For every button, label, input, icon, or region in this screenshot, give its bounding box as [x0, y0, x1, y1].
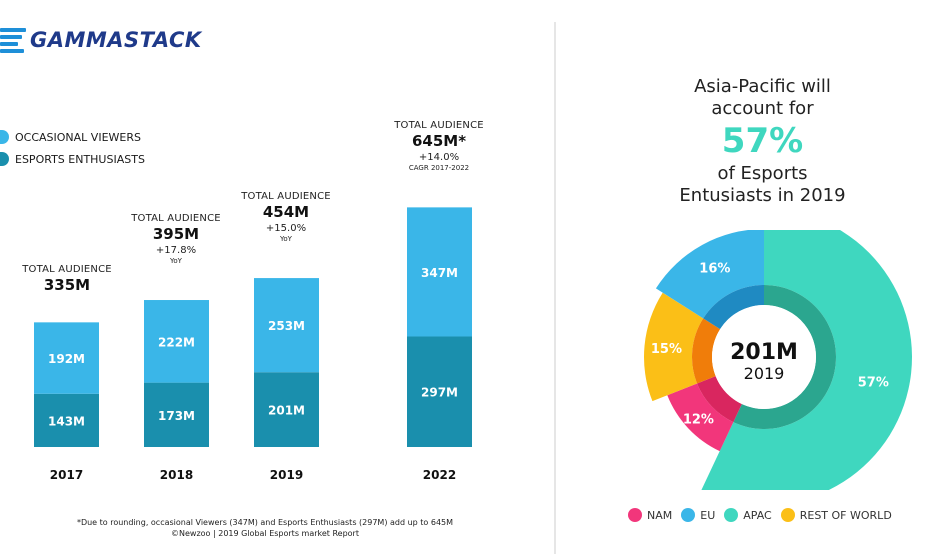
panel-divider: [554, 22, 556, 554]
legend-swatch-eu: [681, 508, 696, 522]
bar-value-label-enthusiasts-2017: 143M: [48, 414, 85, 428]
bar-value-label-occasional-2017: 192M: [48, 352, 85, 366]
donut-slice-label-apac: 57%: [858, 375, 889, 390]
legend-label-rest: REST OF WORLD: [799, 508, 892, 522]
legend-item-rest: REST OF WORLD: [780, 508, 892, 522]
annotation-growth: +14.0%: [418, 151, 460, 163]
legend-swatch-apac: [724, 508, 739, 522]
bar-segment-occasional-2019: [254, 278, 319, 373]
annotation-sub: YoY: [280, 235, 292, 244]
legend-label-enthusiasts: ESPORTS ENTHUSIASTS: [15, 152, 145, 166]
legend-label-occasional: OCCASIONAL VIEWERS: [15, 130, 141, 144]
bar-segment-enthusiasts-2018: [144, 382, 209, 447]
x-tick-label-2019: 2019: [270, 468, 303, 482]
bar-value-label-enthusiasts-2018: 173M: [158, 409, 195, 423]
legend-item-eu: EU: [681, 508, 715, 522]
donut-center-hole: [712, 305, 816, 409]
bar-value-label-enthusiasts-2019: 201M: [268, 404, 305, 418]
donut-inner-ring-rest-of-world: [692, 318, 721, 384]
donut-slice-label-eu: 16%: [699, 262, 730, 277]
bar-annotation-2018: TOTAL AUDIENCE 395M +17.8% YoY: [121, 213, 231, 265]
donut-center-label: 2019: [744, 364, 785, 383]
bar-segment-occasional-2017: [34, 322, 99, 394]
annotation-sub: YoY: [170, 257, 182, 266]
legend-item-apac: APAC: [724, 508, 772, 522]
footnote-line-2: ©Newzoo | 2019 Global Esports market Rep…: [171, 528, 359, 538]
donut-headline: Asia-Pacific will account for 57% of Esp…: [640, 76, 885, 207]
bar-chart-legend: OCCASIONAL VIEWERS ESPORTS ENTHUSIASTS: [0, 126, 145, 170]
legend-swatch-occasional: [0, 130, 9, 144]
annotation-total: 395M: [152, 224, 200, 243]
brand-name: GAMMASTACK: [30, 28, 202, 52]
annotation-growth: +17.8%: [155, 244, 197, 256]
annotation-total: 335M: [43, 275, 91, 294]
bar-annotation-2019: TOTAL AUDIENCE 454M +15.0% YoY: [231, 191, 341, 243]
donut-slice-eu: [655, 230, 764, 319]
bar-segment-occasional-2018: [144, 300, 209, 383]
x-tick-label-2017: 2017: [50, 468, 83, 482]
legend-label-eu: EU: [700, 508, 716, 522]
bar-value-label-occasional-2018: 222M: [158, 335, 195, 349]
bar-segment-enthusiasts-2019: [254, 372, 319, 447]
annotation-total: 645M*: [411, 131, 467, 150]
legend-item-enthusiasts: ESPORTS ENTHUSIASTS: [0, 148, 145, 170]
legend-swatch-enthusiasts: [0, 152, 9, 166]
donut-slice-nam: [667, 383, 734, 452]
donut-slice-label-nam: 12%: [683, 413, 714, 428]
annotation-sub: CAGR 2017-2022: [408, 164, 470, 173]
donut-center-value: 201M: [730, 340, 798, 365]
headline-line-1: Asia-Pacific will: [694, 76, 831, 97]
donut-inner-ring-apac: [733, 285, 836, 429]
donut-slice-label-rest-of-world: 15%: [651, 342, 682, 357]
footnote-line-1: *Due to rounding, occasional Viewers (34…: [76, 518, 454, 527]
headline-percent: 57%: [721, 120, 804, 161]
x-tick-label-2018: 2018: [160, 468, 193, 482]
bar-segment-occasional-2022: [407, 207, 472, 337]
bar-annotation-2022: TOTAL AUDIENCE 645M* +14.0% CAGR 2017-20…: [384, 120, 494, 172]
annotation-total: 454M: [262, 202, 310, 221]
annotation-label: TOTAL AUDIENCE: [131, 213, 221, 224]
logo-stripes-icon: [0, 26, 26, 54]
donut-slice-rest-of-world: [644, 292, 704, 402]
legend-item-nam: NAM: [628, 508, 672, 522]
legend-label-nam: NAM: [647, 508, 673, 522]
donut-inner-ring-eu: [703, 285, 764, 330]
legend-label-apac: APAC: [743, 508, 772, 522]
x-tick-label-2022: 2022: [423, 468, 456, 482]
annotation-label: TOTAL AUDIENCE: [394, 120, 484, 131]
annotation-label: TOTAL AUDIENCE: [22, 264, 112, 275]
annotation-growth: +15.0%: [265, 222, 307, 234]
legend-swatch-rest: [780, 508, 795, 522]
bar-annotation-2017: TOTAL AUDIENCE 335M: [12, 264, 122, 296]
stacked-bar-chart: 143M 192M 2017 173M 222M 2018 201M 253M 2019 297M…: [34, 207, 472, 482]
donut-inner-ring-nam: [697, 376, 742, 423]
annotation-label: TOTAL AUDIENCE: [241, 191, 331, 202]
donut-legend: NAM EU APAC REST OF WORLD: [628, 508, 901, 522]
legend-swatch-nam: [628, 508, 642, 522]
bar-value-label-enthusiasts-2022: 297M: [421, 386, 458, 400]
bar-segment-enthusiasts-2017: [34, 393, 99, 447]
bar-segment-enthusiasts-2022: [407, 336, 472, 447]
legend-item-occasional: OCCASIONAL VIEWERS: [0, 126, 145, 148]
footnote: *Due to rounding, occasional Viewers (34…: [30, 518, 500, 540]
bar-value-label-occasional-2019: 253M: [268, 319, 305, 333]
headline-line-3: of Esports: [717, 163, 808, 184]
gammastack-logo: GAMMASTACK: [0, 26, 202, 54]
donut-slice-apac: [701, 230, 912, 490]
headline-line-4: Entusiasts in 2019: [679, 184, 846, 206]
headline-line-2: account for: [711, 97, 814, 119]
bar-value-label-occasional-2022: 347M: [421, 266, 458, 280]
